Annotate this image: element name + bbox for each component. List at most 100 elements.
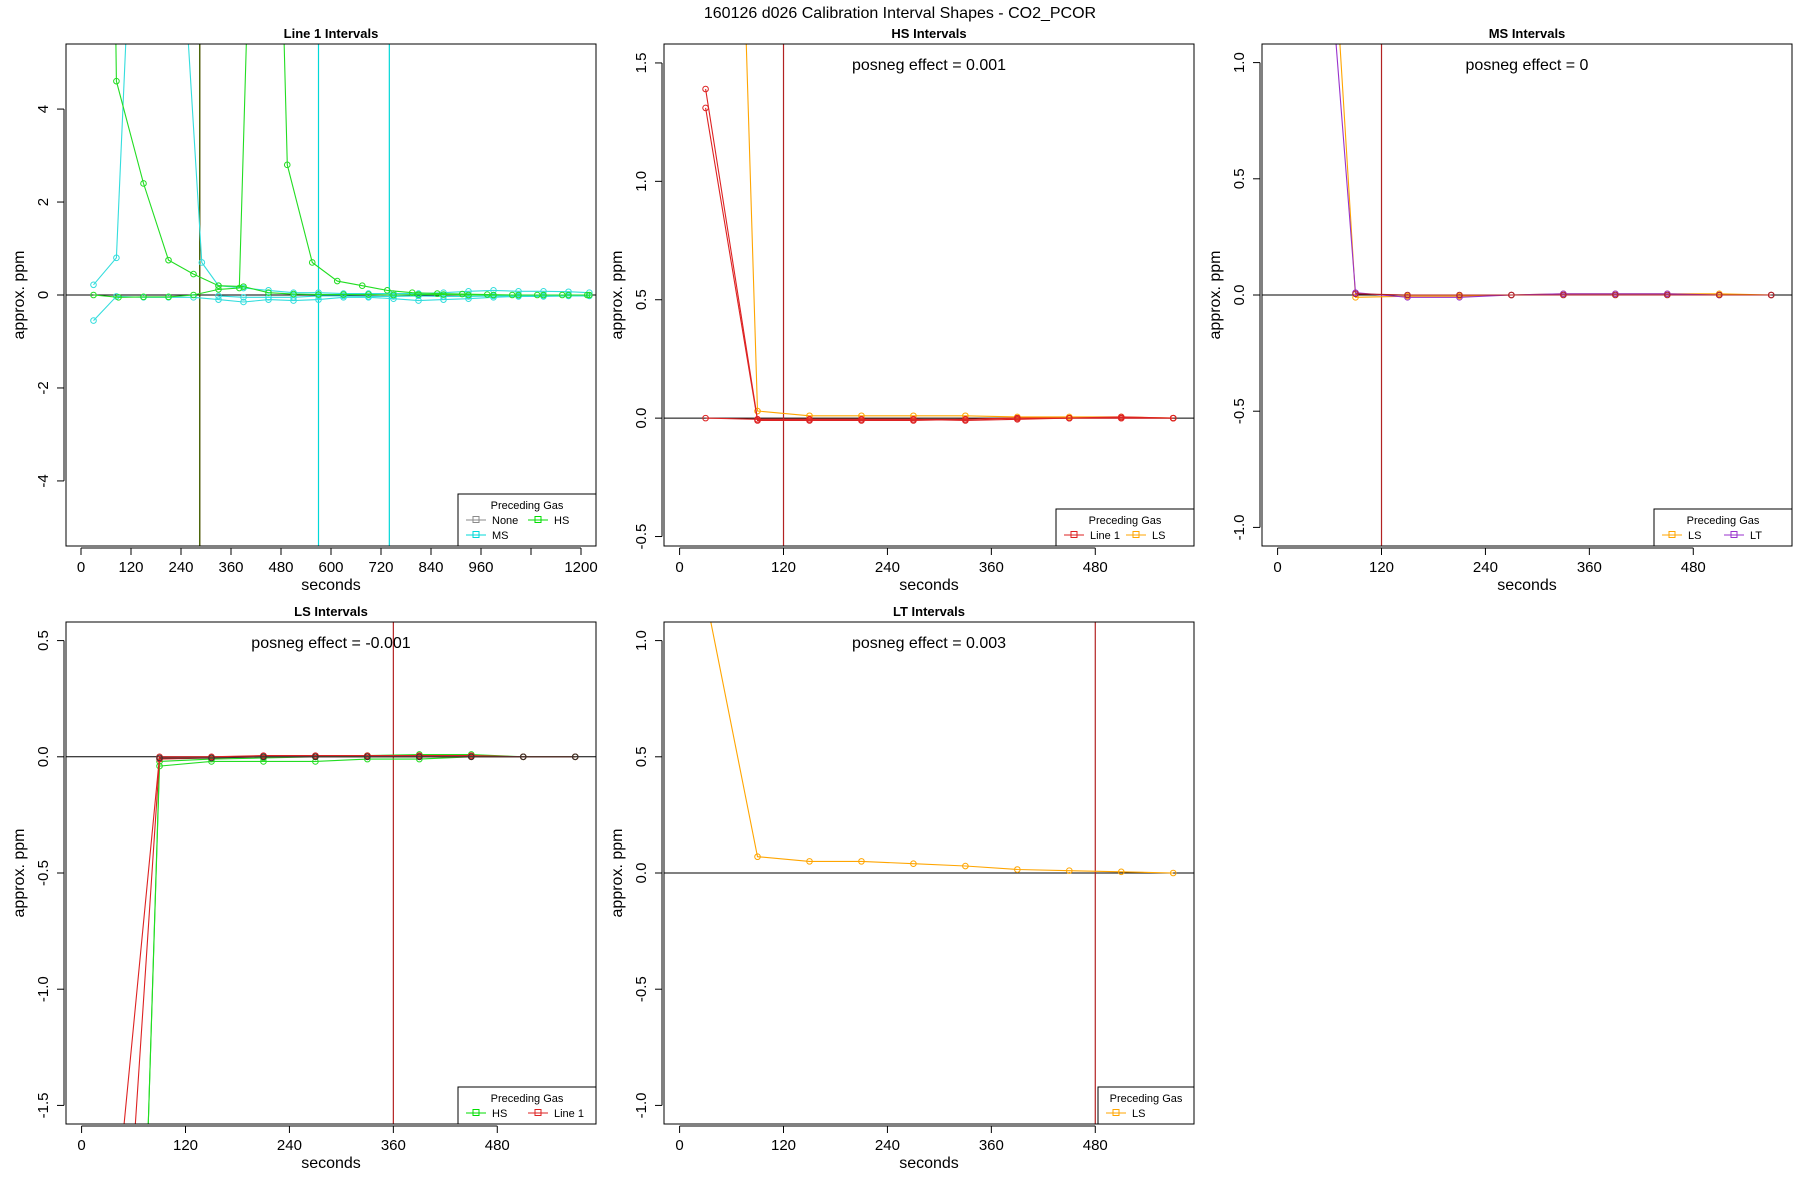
legend-entry-label: Line 1 [554, 1108, 584, 1120]
legend-swatch-marker [472, 1109, 480, 1116]
data-point [240, 298, 247, 306]
data-point [165, 293, 172, 301]
data-point [858, 416, 865, 423]
x-tick-label: 120 [771, 1137, 796, 1154]
data-point [910, 416, 917, 423]
x-tick-label: 240 [1473, 559, 1498, 576]
x-tick-label: 480 [268, 559, 293, 576]
data-point [707, 615, 713, 621]
data-point [1065, 867, 1073, 874]
y-tick-label: 1.0 [633, 630, 650, 651]
data-point [340, 291, 347, 298]
series-line-1 [702, 85, 1177, 424]
series-line [93, 44, 247, 298]
legend-swatch-marker [534, 1109, 542, 1116]
legend-entry-label: LT [1750, 530, 1762, 542]
x-tick-label: 0 [77, 559, 85, 576]
data-point [140, 180, 147, 187]
legend-title: Preceding Gas [1089, 515, 1162, 527]
data-point [113, 77, 120, 85]
x-axis-label: seconds [301, 577, 361, 594]
y-tick-label: -0.5 [633, 524, 650, 550]
data-point [1014, 414, 1021, 422]
data-point [290, 290, 297, 298]
data-point [571, 753, 579, 761]
x-axis-label: seconds [1497, 577, 1557, 594]
data-point [1335, 13, 1341, 19]
y-tick-label: 2 [35, 198, 52, 206]
data-point [215, 286, 222, 293]
data-point [702, 104, 709, 112]
data-point [962, 416, 969, 423]
panel-title: LT Intervals [893, 604, 965, 619]
x-tick-label: 120 [1369, 559, 1394, 576]
y-tick-label: 0.5 [633, 289, 650, 310]
series-lt [1352, 290, 1775, 299]
legend-box [1653, 508, 1793, 547]
data-point [119, 1149, 125, 1155]
legend-box [457, 1086, 597, 1125]
plot-area [66, 44, 596, 546]
data-point [140, 293, 147, 301]
legend-entry-label: LS [1152, 530, 1165, 542]
data-point [754, 853, 761, 861]
y-tick-label: 0.0 [1231, 285, 1248, 306]
data-point [283, 161, 291, 169]
plot-area [1262, 13, 1792, 546]
legend-entry-label: LS [1688, 530, 1701, 542]
data-point [315, 291, 322, 298]
data-point [910, 412, 917, 420]
data-point [208, 754, 215, 762]
x-tick-label: 360 [218, 559, 243, 576]
y-axis-label: approx. ppm [1207, 251, 1224, 340]
data-point [165, 256, 172, 264]
y-axis-label: approx. ppm [609, 829, 626, 918]
y-axis-label: approx. ppm [11, 829, 28, 918]
legend-entry-label: Line 1 [1090, 530, 1120, 542]
y-tick-label: -0.5 [1231, 398, 1248, 424]
data-point [260, 753, 267, 761]
x-tick-label: 360 [979, 559, 1004, 576]
data-point [415, 291, 422, 298]
data-point [458, 290, 466, 298]
series-hs [90, 44, 247, 301]
data-point [215, 296, 222, 303]
data-point [115, 294, 122, 301]
y-tick-label: 0.0 [633, 408, 650, 429]
data-point [265, 294, 272, 301]
y-tick-label: 4 [35, 105, 52, 113]
x-tick-label: 240 [875, 1137, 900, 1154]
data-point [962, 862, 969, 870]
series-line [745, 44, 1174, 419]
posneg-annotation: posneg effect = 0 [1466, 57, 1589, 74]
series-line [705, 107, 1174, 422]
data-point [90, 317, 97, 324]
x-tick-label: 840 [418, 559, 443, 576]
data-point [806, 416, 813, 423]
data-point [1065, 414, 1073, 422]
data-point [1612, 291, 1619, 299]
data-point [390, 291, 397, 299]
y-axis-label: approx. ppm [609, 251, 626, 340]
plot-area [66, 622, 596, 1155]
posneg-annotation: posneg effect = 0.001 [852, 57, 1006, 74]
legend-entry-label: MS [492, 530, 509, 542]
series-line [1355, 293, 1772, 296]
plot-frame [663, 43, 1195, 547]
x-tick-label: 0 [77, 1137, 85, 1154]
data-point [440, 291, 447, 298]
legend-entry-label: HS [492, 1108, 507, 1120]
x-axis-label: seconds [301, 1155, 361, 1172]
x-tick-label: 240 [168, 559, 193, 576]
series-line-1 [702, 104, 1177, 424]
data-point [465, 291, 472, 299]
series-line [705, 88, 1174, 422]
series-line [710, 622, 1174, 874]
data-point [308, 259, 316, 266]
data-point [1117, 414, 1125, 422]
plot-frame [65, 43, 597, 547]
data-point [145, 1149, 151, 1155]
y-axis-label: approx. ppm [11, 251, 28, 340]
series-ls [745, 44, 1177, 422]
